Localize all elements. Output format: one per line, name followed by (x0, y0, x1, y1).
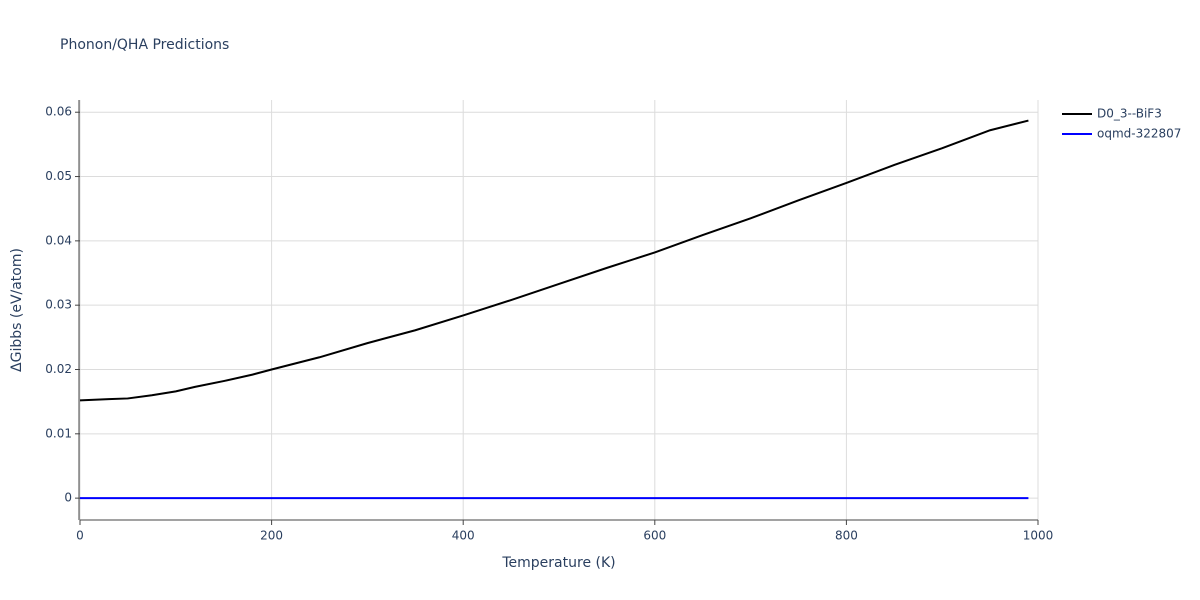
y-tick-label: 0.05 (45, 169, 72, 183)
x-tick-label: 0 (76, 529, 84, 543)
x-axis-label: Temperature (K) (501, 555, 615, 571)
x-tick-label: 1000 (1023, 529, 1054, 543)
x-tick-label: 400 (452, 529, 475, 543)
y-tick-label: 0.04 (45, 233, 72, 247)
y-tick-label: 0 (64, 491, 72, 505)
y-tick-label: 0.02 (45, 362, 72, 376)
y-axis-label: ΔGibbs (eV/atom) (9, 248, 25, 372)
y-tick-label: 0.06 (45, 105, 72, 119)
x-tick-label: 600 (643, 529, 666, 543)
y-tick-label: 0.03 (45, 298, 72, 312)
chart-title: Phonon/QHA Predictions (60, 37, 229, 53)
legend-label: D0_3--BiF3 (1097, 107, 1162, 121)
legend-label: oqmd-322807 (1097, 127, 1181, 141)
y-tick-label: 0.01 (45, 426, 72, 440)
x-tick-label: 800 (835, 529, 858, 543)
line-series (79, 119, 1029, 402)
x-tick-label: 200 (260, 529, 283, 543)
